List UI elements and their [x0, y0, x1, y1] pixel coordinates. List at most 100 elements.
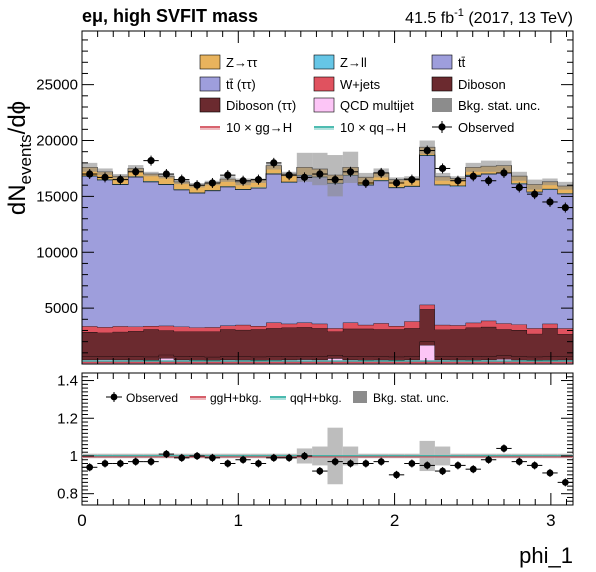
y-tick-label: 25000 [36, 77, 78, 94]
uncertainty-bin [312, 152, 328, 186]
legend-swatch-diboson [431, 76, 453, 92]
uncertainty-bin [97, 168, 113, 176]
ratio-y-axis: 0.8 1 1.2 1.4 [57, 372, 573, 503]
histogram-wjets [82, 304, 573, 334]
observed-point [423, 146, 431, 155]
uncertainty-bin [358, 172, 374, 182]
uncertainty-bin [496, 160, 512, 172]
legend-swatch-dibosontt [199, 97, 221, 113]
ratio-observed-point [362, 460, 370, 467]
observed-point [162, 170, 170, 178]
uncertainty-bin [557, 181, 573, 190]
uncertainty-bin [82, 162, 98, 172]
legend-label-wjets: W+jets [340, 77, 381, 92]
legend-swatch-zll [313, 54, 335, 70]
main-panel-frame [81, 30, 574, 365]
x-tick-label: 1 [234, 511, 243, 530]
ratio-observed-point [515, 458, 523, 466]
legend-swatch-tt [431, 54, 453, 70]
observed-point [208, 179, 217, 187]
observed-point [116, 176, 124, 184]
observed-point [239, 177, 247, 185]
ratio-observed-point [408, 460, 416, 467]
ratio-legend-label-ggh: ggH+bkg. [210, 391, 262, 405]
y-tick-label: 5000 [45, 300, 78, 317]
ratio-observed-point [331, 458, 339, 466]
y-tick-label: 20000 [36, 133, 78, 150]
legend-label-tttt: tt̄ (ττ) [226, 77, 256, 92]
ratio-observed-point [86, 463, 94, 471]
legend-label-qqh: 10 × qq→H [340, 120, 406, 135]
observed-point [408, 176, 416, 184]
observed-point [500, 169, 508, 177]
ratio-legend-label-unc: Bkg. stat. unc. [373, 391, 449, 405]
ratio-observed-point [285, 454, 293, 462]
uncertainty-bin [143, 171, 159, 177]
uncertainty-bin [465, 162, 481, 172]
ratio-observed-point [423, 462, 431, 469]
main-y-axis: 5000 10000 15000 20000 25000 [36, 39, 573, 354]
ratio-observed-point [531, 462, 539, 469]
ratio-observed-point [500, 445, 508, 452]
legend-label-diboson: Diboson [458, 77, 506, 92]
legend-label-qcd: QCD multijet [340, 98, 414, 113]
observed-point [561, 203, 569, 212]
ratio-legend-label-obs: Observed [126, 391, 178, 405]
ratio-tick-label: 1.2 [57, 410, 78, 427]
ratio-legend-swatch-unc [353, 391, 367, 403]
uncertainty-bin [434, 172, 451, 181]
observed-point [454, 177, 462, 185]
x-tick-label: 0 [77, 511, 86, 530]
ratio-observed-point [485, 456, 493, 464]
ratio-tick-label: 0.8 [57, 486, 78, 503]
uncertainty-bin [480, 160, 497, 172]
legend-label-dibosontt: Diboson (ττ) [226, 98, 296, 113]
observed-points [82, 145, 573, 213]
ratio-observed-point [377, 458, 385, 466]
ratio-observed-point [270, 454, 278, 462]
observed-point [132, 168, 140, 176]
ratio-observed-point [255, 460, 262, 467]
legend-label-ggh: 10 × gg→H [226, 120, 292, 135]
histogram-tt [82, 155, 573, 329]
uncertainty-bin [296, 152, 313, 182]
legend-label-unc: Bkg. stat. unc. [458, 98, 540, 113]
ratio-tick-label: 1 [70, 448, 78, 465]
observed-point [377, 169, 385, 177]
ratio-legend-label-qqh: qqH+bkg. [290, 391, 342, 405]
channel-label: eμ, high SVFIT mass [82, 6, 258, 26]
legend-label-obs: Observed [458, 120, 514, 135]
ratio-observed-point [469, 465, 477, 473]
uncertainty-bin [526, 179, 543, 190]
ratio-observed-point [439, 467, 446, 475]
ratio-observed-point [301, 452, 308, 460]
ratio-frame [81, 372, 574, 506]
y-tick-label: 10000 [36, 244, 78, 261]
legend-swatch-unc [432, 98, 452, 112]
observed-point [270, 159, 278, 167]
ratio-observed-point [147, 458, 155, 466]
uncertainty-bin [511, 171, 527, 181]
x-axis-label: phi_1 [519, 543, 573, 568]
ratio-observed-point [347, 460, 354, 467]
legend-swatch-qcd [313, 97, 335, 113]
ratio-observed-point [132, 458, 140, 466]
lumi-label: 41.5 fb-1 (2017, 13 TeV) [405, 7, 573, 27]
observed-point [362, 179, 370, 187]
observed-point [316, 170, 324, 178]
observed-point [101, 173, 109, 181]
y-axis-label: dNevents/dϕ [4, 101, 35, 215]
ratio-content [81, 372, 574, 506]
x-tick-label: 2 [390, 511, 399, 530]
observed-point [254, 176, 263, 184]
observed-point [193, 181, 201, 189]
ratio-observed-point [101, 460, 109, 467]
ratio-legend-marker-obs [110, 393, 118, 401]
observed-point [300, 173, 309, 181]
ratio-observed-point [561, 478, 569, 486]
uncertainty-bin [542, 178, 558, 186]
observed-point [392, 179, 401, 187]
x-tick-label: 3 [546, 511, 555, 530]
y-tick-label: 15000 [36, 188, 78, 205]
